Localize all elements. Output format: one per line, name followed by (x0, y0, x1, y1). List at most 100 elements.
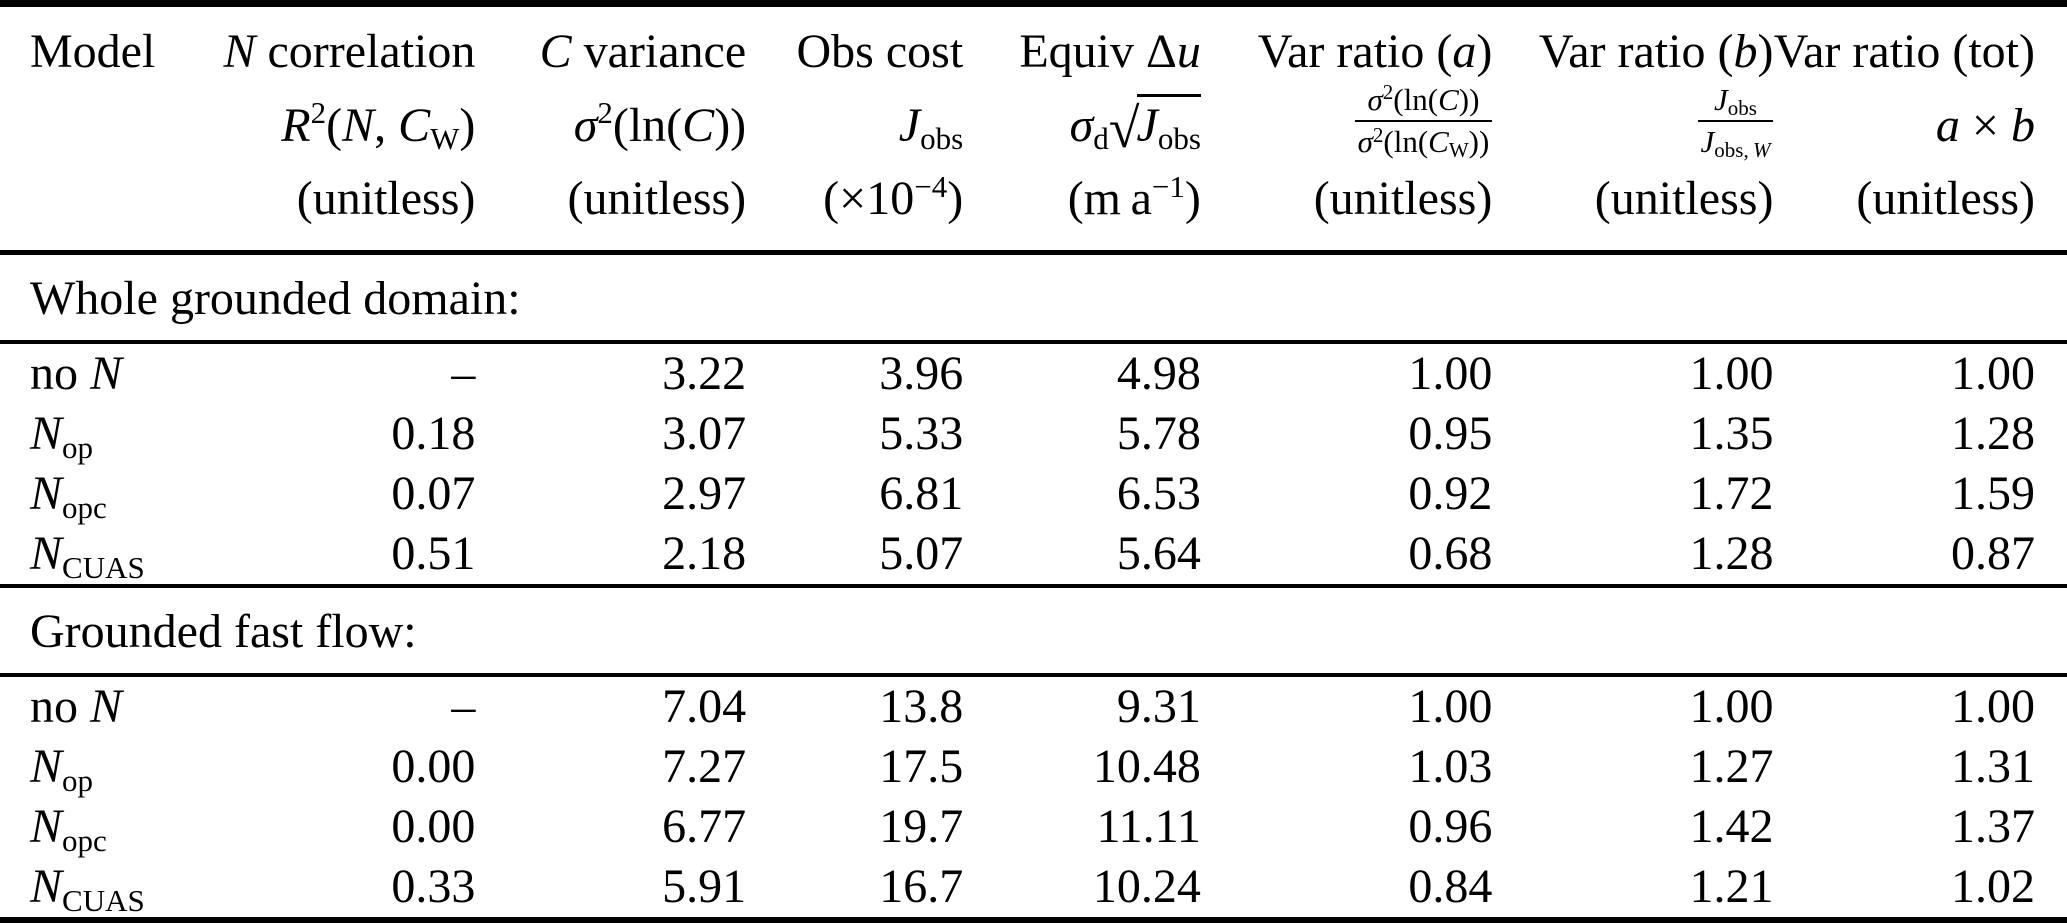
value-cell: 13.8 (879, 680, 964, 733)
value-cell: 0.95 (1408, 407, 1493, 460)
value-cell: 11.11 (1096, 800, 1201, 853)
value-cell: 1.21 (1689, 860, 1774, 913)
model-label: NCUAS (30, 860, 145, 918)
table-section: Whole grounded domain: no N – 3.22 3.96 4.98 1… (0, 252, 2067, 587)
value-cell: 0.00 (391, 800, 476, 853)
col-symbol-variance-ratio-fraction: σ2(ln(C)) σ2(ln(CW)) (1201, 79, 1493, 171)
value-cell: 6.77 (662, 800, 747, 853)
table-row: Nop 0.00 7.27 17.5 10.48 1.03 1.27 1.31 (0, 737, 2067, 797)
value-cell: 7.04 (662, 680, 747, 733)
col-header-obs-cost: Obs cost (796, 25, 964, 78)
value-cell: 16.7 (879, 860, 964, 913)
value-cell: 0.68 (1408, 527, 1493, 580)
col-units-c-variance: (unitless) (567, 172, 747, 225)
value-cell: 5.78 (1116, 407, 1201, 460)
col-units-model (0, 171, 200, 253)
value-cell: 0.92 (1408, 467, 1493, 520)
value-cell: 0.07 (391, 467, 476, 520)
section-title-row: Grounded fast flow: (0, 586, 2067, 677)
value-cell: 5.91 (662, 860, 747, 913)
section-title: Whole grounded domain: (0, 252, 2067, 344)
value-cell: 0.96 (1408, 800, 1493, 853)
col-symbol-jobs: Jobs (898, 98, 964, 157)
value-cell: 10.48 (1092, 740, 1201, 793)
value-cell: 1.00 (1951, 680, 2035, 733)
value-cell: 1.00 (1951, 347, 2035, 400)
value-cell: 2.18 (662, 527, 747, 580)
col-header-c-variance: C variance (539, 25, 747, 78)
value-cell: 1.00 (1689, 347, 1774, 400)
value-cell: 1.42 (1689, 800, 1774, 853)
value-cell: 0.51 (391, 527, 476, 580)
value-cell: 19.7 (879, 800, 964, 853)
col-header-model: Model (30, 25, 156, 78)
value-cell: 5.64 (1116, 527, 1201, 580)
table-row: NCUAS 0.33 5.91 16.7 10.24 0.84 1.21 1.02 (0, 857, 2067, 920)
value-cell: – (451, 680, 476, 733)
table-row: no N – 7.04 13.8 9.31 1.00 1.00 1.00 (0, 675, 2067, 737)
header-units-row: (unitless) (unitless) (×10−4) (m a−1) (u… (0, 171, 2067, 253)
value-cell: 0.18 (391, 407, 476, 460)
value-cell: 1.28 (1951, 407, 2035, 460)
value-cell: 5.07 (879, 527, 964, 580)
model-label: Nop (30, 407, 94, 465)
model-label: no N (30, 347, 123, 400)
value-cell: 1.37 (1951, 800, 2035, 853)
value-cell: 1.02 (1951, 860, 2035, 913)
value-cell: 1.31 (1951, 740, 2035, 793)
col-units-var-ratio-tot: (unitless) (1856, 172, 2035, 225)
col-units-obs-cost: (×10−4) (823, 168, 964, 225)
value-cell: 1.59 (1951, 467, 2035, 520)
model-label: Nopc (30, 467, 107, 525)
value-cell: 1.35 (1689, 407, 1774, 460)
value-cell: 6.53 (1116, 467, 1201, 520)
value-cell: 1.72 (1689, 467, 1774, 520)
col-symbol-sigmad-sqrt-jobs: σd√Jobs (963, 79, 1201, 171)
table-header: Model N correlation C variance Obs cost … (0, 4, 2067, 253)
header-name-row: Model N correlation C variance Obs cost … (0, 4, 2067, 80)
table-row: Nopc 0.00 6.77 19.7 11.11 0.96 1.42 1.37 (0, 797, 2067, 857)
model-label: Nopc (30, 800, 107, 858)
col-symbol-sigma2-lnc: σ2(ln(C)) (573, 95, 747, 152)
value-cell: 0.33 (391, 860, 476, 913)
value-cell: 0.00 (391, 740, 476, 793)
value-cell: 9.31 (1116, 680, 1201, 733)
col-units-var-ratio-a: (unitless) (1313, 172, 1493, 225)
table-row: Nopc 0.07 2.97 6.81 6.53 0.92 1.72 1.59 (0, 464, 2067, 524)
col-symbol-jobs-ratio-fraction: Jobs Jobs, W (1492, 79, 1774, 171)
value-cell: 17.5 (879, 740, 964, 793)
table-section: Grounded fast flow: no N – 7.04 13.8 9.31 1.00… (0, 586, 2067, 920)
value-cell: 1.27 (1689, 740, 1774, 793)
model-label: Nop (30, 740, 94, 798)
value-cell: 2.97 (662, 467, 747, 520)
value-cell: – (451, 347, 476, 400)
value-cell: 4.98 (1116, 347, 1201, 400)
value-cell: 1.03 (1408, 740, 1493, 793)
col-units-equiv-du: (m a−1) (1067, 168, 1201, 225)
header-symbol-row: R2(N, CW) σ2(ln(C)) Jobs σd√Jobs σ2(ln(C… (0, 79, 2067, 171)
value-cell: 0.87 (1951, 527, 2035, 580)
value-cell: 0.84 (1408, 860, 1493, 913)
table-row: Nop 0.18 3.07 5.33 5.78 0.95 1.35 1.28 (0, 404, 2067, 464)
col-header-equiv-du: Equiv Δu (1019, 25, 1201, 78)
value-cell: 3.96 (879, 347, 964, 400)
col-header-var-ratio-tot: Var ratio (tot) (1773, 25, 2035, 78)
col-symbol-model (0, 79, 200, 171)
model-label: NCUAS (30, 527, 145, 585)
value-cell: 1.00 (1689, 680, 1774, 733)
col-units-var-ratio-b: (unitless) (1594, 172, 1774, 225)
col-header-var-ratio-b: Var ratio (b) (1538, 25, 1774, 78)
value-cell: 10.24 (1092, 860, 1201, 913)
value-cell: 1.00 (1408, 680, 1493, 733)
table-row: no N – 3.22 3.96 4.98 1.00 1.00 1.00 (0, 342, 2067, 404)
model-label: no N (30, 680, 123, 733)
value-cell: 7.27 (662, 740, 747, 793)
col-header-n-correlation: N correlation (223, 25, 476, 78)
value-cell: 1.28 (1689, 527, 1774, 580)
col-symbol-r2: R2(N, CW) (281, 95, 476, 157)
value-cell: 3.07 (662, 407, 747, 460)
section-title: Grounded fast flow: (0, 586, 2067, 677)
value-cell: 3.22 (662, 347, 747, 400)
col-symbol-a-times-b: a × b (1935, 98, 2035, 152)
